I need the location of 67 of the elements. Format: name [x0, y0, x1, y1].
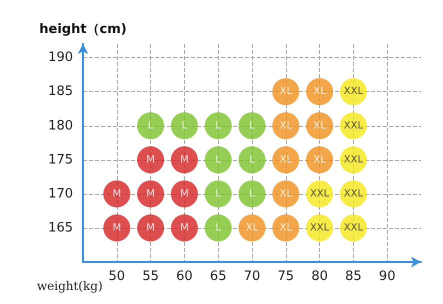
text: XL — [280, 154, 292, 166]
text: L — [182, 120, 188, 132]
x-tick-label: 60 — [176, 269, 193, 284]
text: XL — [280, 222, 292, 234]
series-label: L — [215, 154, 222, 166]
x-tick-label: 65 — [210, 269, 226, 284]
text: XXL — [310, 222, 330, 234]
text: M — [180, 222, 189, 234]
point — [238, 180, 266, 208]
point — [170, 180, 198, 208]
point — [137, 146, 164, 174]
text: M — [112, 188, 122, 200]
text: XXL — [344, 120, 364, 132]
point — [238, 112, 266, 140]
text: XL — [313, 120, 326, 132]
x-tick-label: 55 — [142, 269, 159, 284]
point — [170, 146, 198, 174]
y-tick-label: 190 — [48, 50, 73, 66]
point — [204, 180, 232, 208]
text: XL — [246, 222, 258, 234]
text: M — [146, 222, 155, 234]
text: M — [146, 188, 155, 200]
y-tick-label: 165 — [48, 220, 73, 236]
y-tick-label: 175 — [48, 152, 73, 168]
x-tick-label: 85 — [345, 269, 362, 284]
x-tick-label: 90 — [378, 269, 396, 284]
text: M — [112, 222, 122, 234]
y-tick-label: 180 — [48, 118, 73, 134]
point — [204, 112, 232, 140]
x-tick-label: 50 — [108, 269, 126, 284]
text: XL — [280, 120, 292, 132]
text: M — [180, 188, 189, 200]
point — [238, 146, 266, 174]
y-tick-label: 185 — [48, 84, 73, 100]
point — [204, 146, 232, 174]
text: XXL — [344, 154, 364, 166]
y-axis-title: height（cm) — [39, 22, 127, 37]
x-axis-title: weight(kg) — [36, 279, 103, 293]
text: L — [215, 188, 221, 200]
y-tick-label: 170 — [48, 186, 73, 202]
text: L — [215, 222, 221, 234]
point — [170, 112, 198, 140]
series-label: M — [180, 154, 189, 166]
series-label: XL — [313, 86, 326, 98]
text: XXL — [344, 188, 364, 200]
text: L — [249, 188, 255, 200]
point — [137, 112, 164, 140]
series-label: XXL — [344, 86, 364, 98]
point — [204, 214, 232, 242]
point — [103, 214, 130, 242]
text: XL — [280, 188, 292, 200]
point — [137, 180, 164, 208]
text: M — [146, 154, 155, 166]
text: L — [215, 120, 221, 132]
x-tick-label: 70 — [244, 269, 260, 284]
text: XXL — [310, 188, 330, 200]
text: L — [249, 120, 255, 132]
point — [137, 214, 164, 242]
text: L — [148, 120, 154, 132]
text: L — [249, 154, 255, 166]
x-tick-label: 75 — [278, 269, 294, 284]
text: XL — [280, 86, 292, 98]
text: XXL — [344, 222, 364, 234]
point — [103, 180, 130, 208]
text: XL — [313, 154, 326, 166]
x-tick-label: 80 — [311, 269, 328, 284]
point — [170, 214, 198, 242]
